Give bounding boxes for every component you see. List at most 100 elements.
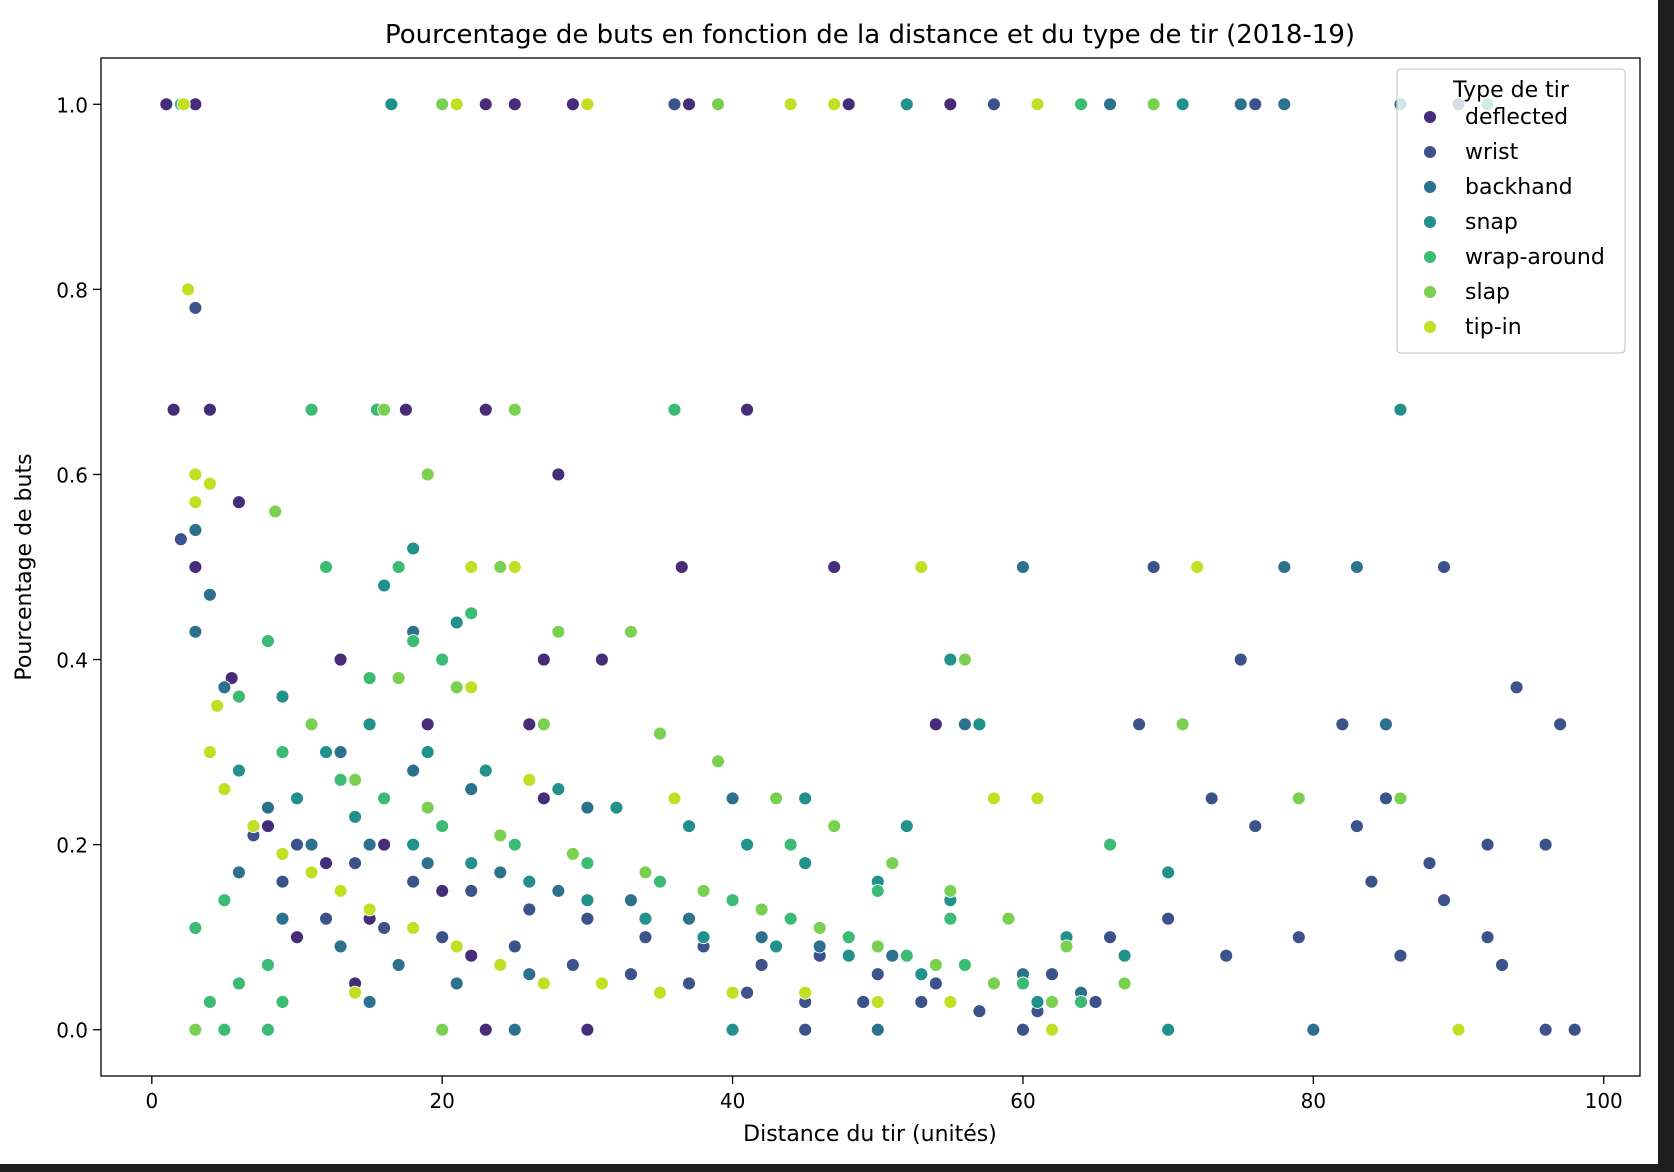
data-point-slap: [711, 754, 726, 769]
data-point-wrist: [1248, 819, 1263, 834]
data-point-backhand: [1349, 560, 1364, 574]
data-point-snap: [464, 856, 479, 871]
data-point-wrist: [1132, 717, 1147, 732]
data-point-slap: [928, 957, 943, 972]
data-point-snap: [231, 763, 246, 778]
data-point-wrist: [290, 837, 304, 852]
data-point-backhand: [725, 791, 740, 806]
chart-title: Pourcentage de buts en fonction de la di…: [385, 20, 1355, 50]
data-point-tip-in: [217, 782, 232, 797]
data-point-tip-in: [188, 495, 203, 510]
data-point-wrist: [623, 967, 638, 982]
data-point-tip-in: [449, 939, 464, 954]
data-point-tip-in: [493, 957, 508, 972]
data-point-tip-in: [188, 467, 203, 482]
data-point-wrap-around: [435, 819, 450, 834]
data-point-deflected: [188, 97, 203, 112]
data-point-tip-in: [464, 680, 479, 695]
data-point-wrist: [188, 300, 203, 315]
data-point-wrist: [1495, 957, 1510, 972]
data-point-backhand: [1277, 97, 1292, 112]
data-point-backhand: [885, 948, 900, 963]
data-point-snap: [290, 791, 304, 806]
data-point-wrist: [580, 911, 595, 926]
data-point-snap: [478, 763, 493, 778]
data-point-wrist: [1364, 874, 1379, 889]
data-point-snap: [696, 930, 711, 945]
data-point-slap: [435, 1022, 450, 1037]
legend-label-slap: slap: [1465, 280, 1510, 305]
data-point-snap: [638, 911, 653, 926]
data-point-tip-in: [725, 985, 740, 1000]
data-point-wrap-around: [464, 606, 479, 621]
data-point-slap: [885, 856, 900, 871]
x-axis-ticks: 0 20 40 60 80 100: [145, 1076, 1623, 1113]
legend-label-tip-in: tip-in: [1465, 315, 1522, 340]
data-point-tip-in: [1451, 1022, 1466, 1037]
data-point-wrap-around: [275, 995, 290, 1009]
data-point-wrist: [406, 874, 421, 889]
data-point-tip-in: [507, 560, 522, 574]
data-point-backhand: [580, 800, 595, 815]
data-point-slap: [348, 772, 363, 787]
data-point-deflected: [478, 97, 493, 112]
data-point-deflected: [740, 402, 755, 417]
data-point-wrap-around: [231, 976, 246, 991]
data-point-deflected: [435, 883, 450, 898]
data-point-tip-in: [1030, 97, 1045, 112]
data-point-slap: [696, 883, 711, 898]
data-point-wrap-around: [275, 745, 290, 760]
data-point-wrist: [870, 967, 885, 982]
legend-marker-wrap-around: [1423, 250, 1437, 264]
data-point-snap: [899, 97, 914, 112]
data-point-tip-in: [1030, 791, 1045, 806]
data-point-backhand: [261, 800, 275, 815]
data-point-tip-in: [202, 476, 217, 491]
data-point-snap: [406, 541, 421, 556]
legend-title: Type de tir: [1452, 78, 1570, 103]
data-point-deflected: [224, 671, 239, 686]
data-point-slap: [449, 680, 464, 695]
data-point-deflected: [231, 495, 246, 510]
data-point-wrist: [1088, 995, 1103, 1009]
data-point-wrist: [348, 856, 363, 871]
data-point-slap: [812, 920, 827, 935]
data-point-slap: [268, 504, 283, 519]
data-point-slap: [420, 800, 435, 815]
data-point-wrap-around: [333, 772, 348, 787]
data-point-backhand: [507, 1022, 522, 1037]
data-point-wrist: [1553, 717, 1568, 732]
y-tick-label: 0.8: [56, 278, 88, 302]
data-point-deflected: [478, 402, 493, 417]
y-tick-label: 0.4: [56, 649, 88, 673]
data-point-slap: [754, 902, 769, 917]
data-point-wrist: [1437, 560, 1451, 574]
data-point-deflected: [188, 560, 203, 574]
data-point-wrap-around: [667, 402, 682, 417]
data-point-wrist: [1480, 837, 1495, 852]
data-point-slap: [870, 939, 885, 954]
data-point-deflected: [580, 1022, 595, 1037]
legend-label-wrap-around: wrap-around: [1465, 245, 1605, 270]
data-point-tip-in: [202, 745, 217, 760]
data-point-snap: [798, 791, 813, 806]
data-point-wrap-around: [406, 634, 421, 648]
data-point-wrist: [1509, 680, 1524, 695]
data-point-tip-in: [210, 698, 225, 713]
data-point-deflected: [565, 97, 580, 112]
data-point-slap: [188, 1022, 203, 1037]
data-point-slap: [1059, 939, 1074, 954]
data-point-deflected: [377, 837, 392, 852]
data-point-deflected: [464, 948, 479, 963]
data-point-wrist: [522, 902, 537, 917]
window-edge-right: [1658, 0, 1674, 1172]
data-point-snap: [580, 893, 595, 908]
data-point-backhand: [231, 865, 246, 880]
data-point-tip-in: [914, 560, 929, 574]
data-point-wrist: [173, 532, 188, 547]
data-point-backhand: [464, 782, 479, 797]
legend-marker-wrist: [1423, 145, 1437, 159]
data-point-slap: [827, 819, 842, 834]
data-point-slap: [653, 726, 667, 741]
